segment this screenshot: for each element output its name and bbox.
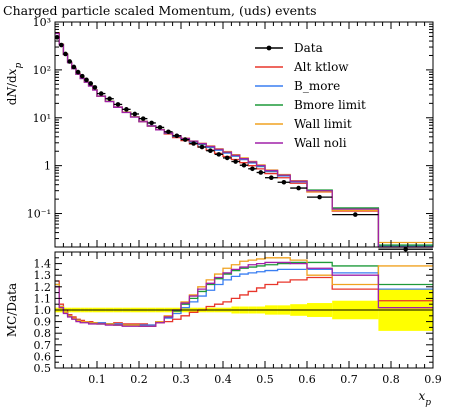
x-tick-label: 0.1 [88, 373, 106, 386]
data-point [115, 102, 121, 107]
data-point [71, 64, 77, 70]
data-point [296, 185, 301, 191]
legend-label: B_more [294, 79, 340, 93]
data-point [92, 85, 98, 90]
y-axis-label: dN/dxp [5, 63, 24, 106]
data-point [59, 42, 64, 48]
ratio-panel: 0.50.60.70.80.91.01.11.21.31.40.1 0.2 0.3 0… [34, 251, 442, 386]
data-point [224, 155, 230, 161]
ratio-tick-label: 0.8 [34, 327, 52, 340]
ratio-tick-label: 0.7 [34, 339, 52, 352]
ratio-axis-label: MC/Data [5, 283, 19, 337]
x-tick-label: 0.8 [382, 373, 400, 386]
y-tick-label: 10² [33, 64, 51, 77]
y-tick-label: 10⁻¹ [27, 208, 51, 221]
data-point [75, 69, 81, 75]
main-panel: 10³ 10² 10¹ 1 10⁻¹ [27, 16, 434, 252]
data-point [107, 96, 112, 102]
data-point [98, 91, 104, 96]
data-point [182, 137, 188, 142]
data-point [84, 77, 89, 83]
data-point [174, 133, 180, 139]
ratio-tick-label: 0.9 [34, 316, 52, 329]
data-point [353, 212, 358, 217]
legend-label: Wall limit [294, 117, 352, 131]
ratio-tick-label: 1.3 [34, 269, 52, 282]
mc-line-Wall limit [55, 32, 433, 244]
data-point [157, 125, 163, 130]
data-point [199, 144, 205, 150]
y-tick-label: 1 [44, 160, 51, 173]
legend-label: Wall noli [294, 136, 347, 150]
data-point [191, 141, 196, 146]
x-tick-label: 0.9 [424, 373, 442, 386]
mc-line-Bmore limit [55, 32, 433, 246]
data-point [269, 175, 274, 181]
legend-label: Alt ktlow [293, 60, 349, 74]
data-point [403, 246, 409, 252]
x-tick-label: 0.5 [256, 373, 274, 386]
data-point [216, 152, 222, 157]
x-tick-label: 0.4 [214, 373, 232, 386]
ratio-tick-label: 0.6 [34, 350, 52, 363]
legend-label: Data [294, 41, 323, 55]
data-point [140, 116, 146, 121]
legend: Data Alt ktlow B_more Bmore limit Wall limit… [255, 41, 366, 150]
y-tick-label: 10³ [33, 16, 51, 29]
data-point [258, 170, 264, 175]
axis-labels: xp dN/dxp MC/Data [5, 63, 431, 407]
x-axis-label: xp [418, 389, 431, 407]
x-tick-label: 0.2 [130, 373, 148, 386]
data-point [241, 162, 247, 168]
ratio-tick-label: 0.5 [34, 362, 52, 375]
x-tick-label: 0.3 [172, 373, 190, 386]
ratio-tick-label: 1.2 [34, 281, 52, 294]
x-tick-label: 0.7 [340, 373, 358, 386]
data-point [208, 148, 213, 154]
mc-line-B_more [55, 32, 433, 247]
ratio-tick-label: 1.0 [34, 304, 52, 317]
data-point [80, 73, 85, 79]
data-point [124, 107, 129, 112]
x-tick-label: 0.6 [298, 373, 316, 386]
data-point [250, 166, 255, 172]
data-point [317, 194, 322, 200]
y-tick-label: 10¹ [33, 112, 51, 125]
data-point [233, 159, 238, 164]
chart-title: Charged particle scaled Momentum, (uds) … [3, 3, 317, 18]
ratio-line-Alt ktlow [55, 276, 433, 326]
ratio-tick-label: 1.1 [34, 292, 52, 305]
data-point [281, 179, 287, 185]
ratio-tick-label: 1.4 [34, 258, 52, 271]
legend-label: Bmore limit [294, 98, 366, 112]
data-point [67, 59, 72, 64]
data-point [132, 111, 138, 117]
data-point [63, 51, 68, 57]
data-point [88, 81, 93, 86]
data-point [166, 129, 171, 135]
data-point [149, 120, 154, 126]
legend-marker-data [266, 45, 272, 51]
main-frame [54, 21, 434, 248]
